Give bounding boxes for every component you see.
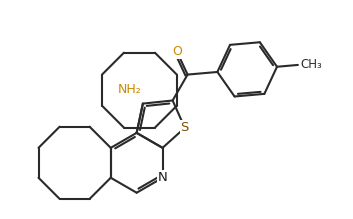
Text: S: S (181, 121, 189, 134)
Text: O: O (172, 45, 182, 58)
Text: N: N (158, 171, 167, 184)
Text: CH₃: CH₃ (301, 58, 322, 71)
Text: NH₂: NH₂ (118, 83, 142, 96)
